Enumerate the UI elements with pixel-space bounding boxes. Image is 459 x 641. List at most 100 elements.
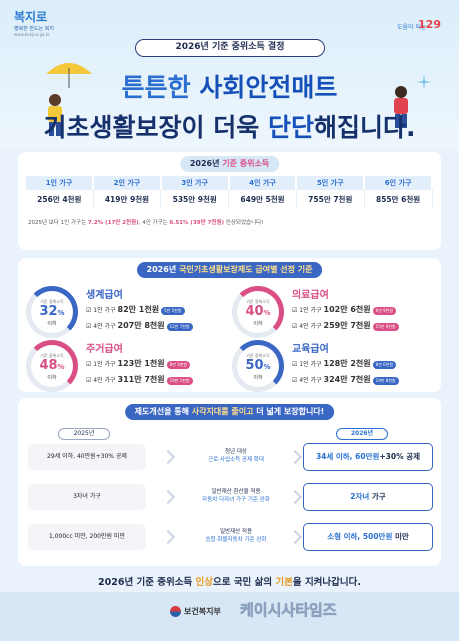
new-criteria-highlight: 소형 이하, 500만원 bbox=[327, 532, 393, 541]
row-label: 1인 가구 bbox=[93, 361, 116, 368]
income-note: 2025년 보다 1인 가구는 7.2% (17만 2천원), 4인 가구는 6… bbox=[28, 218, 263, 226]
footer-background bbox=[0, 592, 459, 641]
change-line-1: 일반재산 적용 bbox=[219, 529, 253, 535]
benefit-card: 기준 중위소득 40% 이하 의료급여 ☑ 1인 가구 102만 6천원 6만 9천원 ☑ … bbox=[232, 284, 432, 344]
row-label: 4인 가구 bbox=[299, 377, 322, 384]
percent-value: 48 bbox=[39, 358, 58, 373]
old-criteria: 1,000cc 미만, 200만원 미만 bbox=[28, 524, 146, 550]
banner-post: 을 지켜나갑니다. bbox=[292, 577, 361, 588]
new-criteria-post: 미만 bbox=[392, 532, 409, 541]
headline-2-pre: 기초생활보장 bbox=[43, 113, 182, 142]
four-person-row: ☑ 4인 가구 207만 8천원 12만 7천원 bbox=[86, 320, 193, 331]
headline-2-highlight: 단단 bbox=[267, 113, 314, 142]
banner-mid: 으로 국민 삶의 bbox=[213, 577, 276, 588]
closing-banner: 2026년 기준 중위소득 인상으로 국민 삶의 기본을 지켜나갑니다. bbox=[0, 574, 459, 588]
logo-main: 복지로 bbox=[14, 10, 48, 24]
increase-tag: 12만 7천원 bbox=[166, 322, 193, 331]
new-criteria-highlight: 2자녀 bbox=[350, 492, 370, 501]
ministry-name: 보건복지부 bbox=[184, 607, 221, 616]
benefit-card: 기준 중위소득 50% 이하 교육급여 ☑ 1인 가구 128만 2천원 8만 6천원 ☑ … bbox=[232, 338, 432, 398]
child-illustration-right bbox=[394, 86, 408, 128]
one-person-row: ☑ 1인 가구 123만 1천원 8만 3천원 bbox=[86, 358, 191, 369]
new-criteria: 34세 이하, 60만원+30% 공제 bbox=[303, 443, 433, 471]
row-label: 1인 가구 bbox=[299, 307, 322, 314]
headline-2-post: 해집니다. bbox=[313, 113, 416, 142]
header-background bbox=[0, 0, 459, 150]
four-person-row: ☑ 4인 가구 324만 7천원 19만 8천원 bbox=[292, 374, 399, 385]
income-value-cell: 419만 9천원 bbox=[93, 190, 162, 208]
four-person-row: ☑ 4인 가구 259만 7천원 15만 9천원 bbox=[292, 320, 399, 331]
ring-percent: 32% bbox=[39, 304, 65, 319]
ratio-ring: 기준 중위소득 50% 이하 bbox=[232, 340, 284, 392]
benefit-card: 기준 중위소득 48% 이하 주거급여 ☑ 1인 가구 123만 1천원 8만 3천원 ☑ … bbox=[26, 338, 226, 398]
new-criteria-post: +30% 공제 bbox=[379, 452, 421, 461]
umbrella-illustration bbox=[46, 63, 92, 88]
income-header-cell: 5인 가구 bbox=[296, 176, 366, 190]
ring-label: 기준 중위소득 bbox=[40, 299, 64, 304]
change-description: 일반재산 적용 승합·화물자동차 기준 완화 bbox=[181, 528, 291, 544]
change-description: 일반재산 환산율 적용 자동차 다자녀 가구 기준 완화 bbox=[181, 488, 291, 504]
improve-bar-accent: 사각지대를 줄이고 bbox=[191, 407, 254, 416]
row-amount: 324만 7천원 bbox=[323, 375, 371, 384]
income-header-cell: 3인 가구 bbox=[160, 176, 230, 190]
ring-label: 기준 중위소득 bbox=[246, 353, 270, 358]
benefits-bar: 2026년 국민기초생활보장제도 급여별 선정 기준 bbox=[136, 262, 323, 278]
new-criteria-highlight: 34세 이하, 60만원 bbox=[315, 452, 380, 461]
median-income-bar: 2026년 기준 중위소득 bbox=[179, 156, 280, 172]
benefit-title: 의료급여 bbox=[292, 290, 329, 301]
one-person-row: ☑ 1인 가구 102만 6천원 6만 9천원 bbox=[292, 304, 397, 315]
improvements-bar: 제도개선을 통해 사각지대를 줄이고 더 넓게 보장합니다! bbox=[124, 404, 335, 420]
ring-percent: 48% bbox=[39, 358, 65, 373]
ring-label: 기준 중위소득 bbox=[246, 299, 270, 304]
new-criteria-post: 가구 bbox=[369, 492, 386, 501]
child-illustration-left bbox=[48, 94, 62, 136]
income-value-row: 256만 4천원 419만 9천원 535만 9천원 649만 5천원 755만 7천원… bbox=[26, 190, 433, 208]
one-person-row: ☑ 1인 가구 128만 2천원 8만 6천원 bbox=[292, 358, 397, 369]
benefits-bar-accent: 국민기초생활보장제도 급여별 선정 기준 bbox=[178, 265, 313, 274]
row-label: 1인 가구 bbox=[93, 307, 116, 314]
banner-accent-1: 인상 bbox=[195, 577, 214, 588]
income-header-row: 1인 가구 2인 가구 3인 가구 4인 가구 5인 가구 6인 가구 bbox=[26, 176, 433, 190]
income-bar-pre: 2026년 bbox=[189, 159, 223, 168]
row-amount: 207만 8천원 bbox=[117, 321, 165, 330]
badge-text: 도움이 되는 bbox=[397, 24, 427, 31]
increase-tag: 8만 6천원 bbox=[372, 360, 397, 369]
ring-under: 이하 bbox=[47, 375, 57, 381]
ring-under: 이하 bbox=[253, 321, 263, 327]
new-criteria: 2자녀 가구 bbox=[303, 483, 433, 511]
income-header-cell: 2인 가구 bbox=[93, 176, 162, 190]
old-criteria: 29세 이하, 40만원+30% 공제 bbox=[28, 444, 146, 470]
ratio-ring: 기준 중위소득 48% 이하 bbox=[26, 340, 78, 392]
income-value-cell: 256만 4천원 bbox=[26, 190, 94, 208]
percent-value: 32 bbox=[39, 304, 58, 319]
ring-percent: 50% bbox=[245, 358, 271, 373]
income-value-cell: 649만 5천원 bbox=[228, 190, 297, 208]
percent-value: 40 bbox=[245, 304, 264, 319]
logo-url: www.bokjiro.go.kr bbox=[14, 32, 50, 37]
row-label: 4인 가구 bbox=[93, 323, 116, 330]
old-year-pill: 2025년 bbox=[58, 428, 110, 440]
benefits-bar-pre: 2026년 bbox=[146, 265, 179, 274]
headline-1-highlight: 사회안전매트 bbox=[199, 73, 338, 102]
watermark: 케이시사타임즈 bbox=[240, 601, 337, 620]
row-amount: 311만 7천원 bbox=[117, 375, 165, 384]
percent-value: 50 bbox=[245, 358, 264, 373]
headline-line-2: 기초생활보장이 더욱 단단해집니다. bbox=[0, 108, 459, 144]
row-label: 4인 가구 bbox=[93, 377, 116, 384]
four-person-row: ☑ 4인 가구 311만 7천원 19만 1천원 bbox=[86, 374, 193, 385]
banner-pre: 2026년 기준 중위소득 bbox=[98, 577, 196, 588]
change-line-2: 근로·사업소득 공제 확대 bbox=[208, 457, 264, 463]
change-description: 청년 대상 근로·사업소득 공제 확대 bbox=[181, 448, 291, 464]
row-amount: 128만 2천원 bbox=[323, 359, 371, 368]
income-header-cell: 6인 가구 bbox=[364, 176, 433, 190]
row-amount: 82만 1천원 bbox=[117, 305, 160, 314]
increase-tag: 5만 5천원 bbox=[161, 306, 185, 315]
arrow-icon bbox=[160, 529, 176, 545]
income-header-cell: 4인 가구 bbox=[228, 176, 298, 190]
benefit-card: 기준 중위소득 32% 이하 생계급여 ☑ 1인 가구 82만 1천원 5만 5천원 ☑ 4… bbox=[26, 284, 226, 344]
change-line-2: 자동차 다자녀 가구 기준 완화 bbox=[202, 497, 270, 503]
ring-percent: 40% bbox=[245, 304, 271, 319]
increase-tag: 8만 3천원 bbox=[166, 360, 191, 369]
ring-under: 이하 bbox=[47, 321, 57, 327]
note-1: 7.2% (17만 2천원) bbox=[87, 220, 139, 226]
